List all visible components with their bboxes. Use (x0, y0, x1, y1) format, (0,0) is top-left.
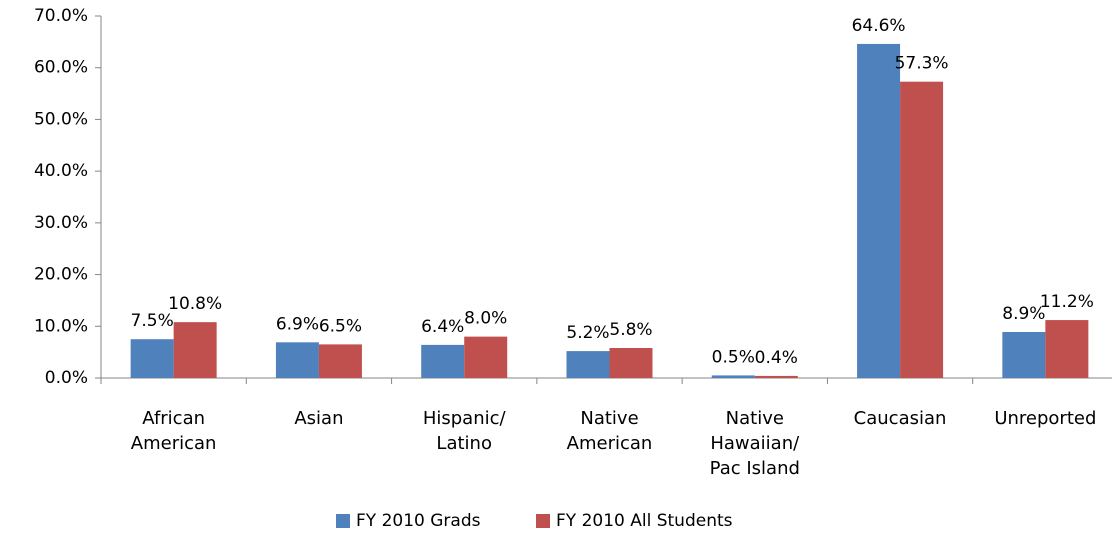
bar (1045, 320, 1089, 378)
bar (318, 344, 362, 378)
y-tick-label: 50.0% (34, 109, 88, 129)
bar (900, 81, 944, 379)
x-tick-label: Native American (566, 408, 653, 454)
bar (711, 375, 755, 378)
y-tick-label: 60.0% (34, 58, 88, 78)
bar (857, 43, 901, 378)
bar (609, 348, 653, 378)
bar (1002, 331, 1046, 378)
y-tick-label: 10.0% (34, 316, 88, 336)
y-tick-label: 20.0% (34, 265, 88, 285)
bar (421, 344, 465, 378)
x-tick-label: Unreported (994, 408, 1097, 429)
x-tick-label: Asian (294, 408, 344, 429)
bar (130, 339, 174, 378)
bar (464, 336, 508, 378)
x-tick-label: Native Hawaiian/ Pac Island (709, 408, 800, 479)
x-tick-label: Caucasian (853, 408, 947, 429)
value-label: 8.9% (1002, 304, 1045, 324)
value-label: 57.3% (895, 54, 949, 74)
value-label: 10.8% (168, 294, 222, 314)
legend-swatch (536, 514, 550, 528)
value-label: 6.5% (319, 316, 362, 336)
value-label: 8.0% (464, 309, 507, 329)
value-label: 5.2% (566, 323, 609, 343)
value-label: 0.5% (712, 347, 755, 367)
bar (566, 351, 610, 378)
y-tick-label: 0.0% (45, 368, 88, 388)
legend-swatch (336, 514, 350, 528)
legend-label: FY 2010 All Students (556, 511, 733, 531)
bar (173, 322, 217, 378)
legend-label: FY 2010 Grads (356, 511, 481, 531)
y-tick-label: 40.0% (34, 161, 88, 181)
x-tick-label: Hispanic/ Latino (422, 408, 506, 454)
value-label: 64.6% (852, 16, 906, 36)
bar (754, 375, 798, 378)
x-tick-label: African American (130, 408, 217, 454)
value-label: 7.5% (131, 311, 174, 331)
value-label: 5.8% (609, 320, 652, 340)
value-label: 6.9% (276, 314, 319, 334)
y-tick-label: 70.0% (34, 6, 88, 26)
value-label: 6.4% (421, 317, 464, 337)
bar (275, 342, 319, 378)
value-label: 0.4% (755, 348, 798, 368)
y-tick-label: 30.0% (34, 213, 88, 233)
value-label: 11.2% (1040, 292, 1094, 312)
